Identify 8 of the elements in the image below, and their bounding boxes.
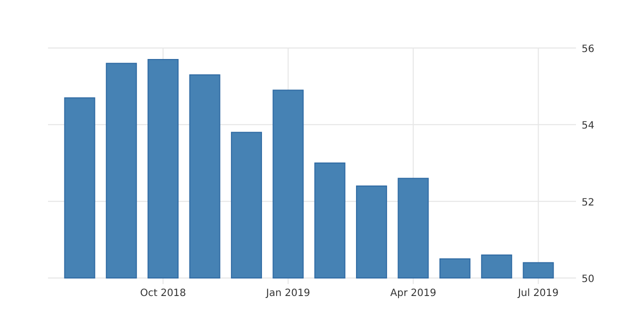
y-tick-label: 50 bbox=[582, 274, 594, 285]
x-tick-label: Apr 2019 bbox=[390, 288, 436, 299]
x-tick-label: Jan 2019 bbox=[265, 288, 310, 299]
y-tick-label: 56 bbox=[582, 44, 594, 55]
x-tick-label: Jul 2019 bbox=[516, 288, 559, 299]
y-tick-label: 52 bbox=[582, 197, 594, 208]
y-tick-label: 54 bbox=[582, 120, 594, 132]
x-tick-label: Oct 2018 bbox=[140, 288, 186, 299]
